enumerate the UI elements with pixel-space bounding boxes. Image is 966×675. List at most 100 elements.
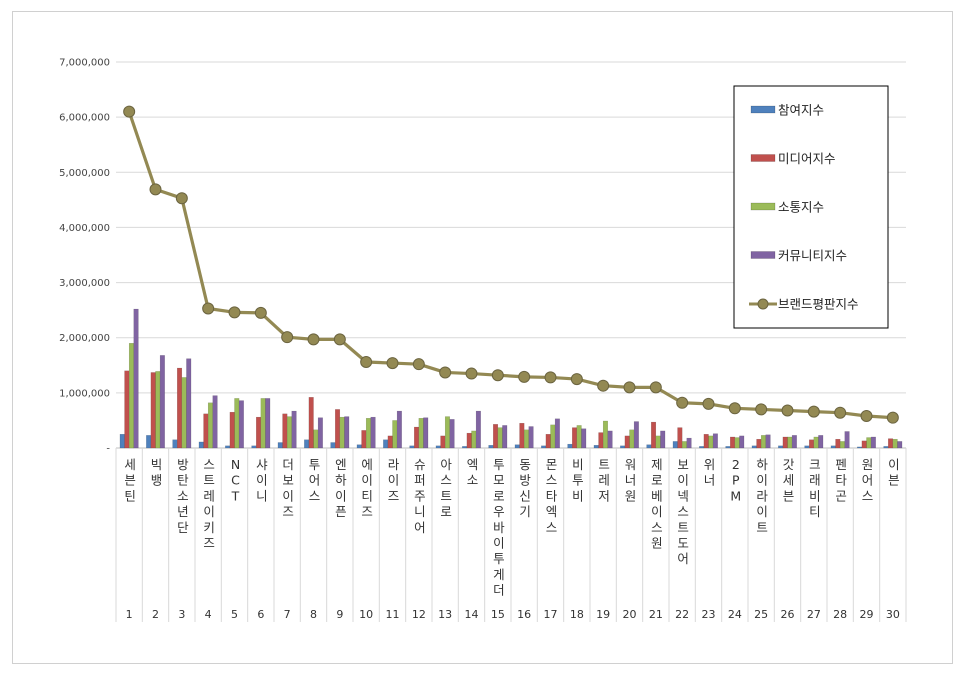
y-tick-label: 5,000,000 [59, 168, 110, 179]
line-point [228, 306, 241, 319]
bar [124, 370, 130, 449]
rank-label: 24 [728, 608, 742, 621]
bar [150, 372, 156, 449]
bar [620, 445, 626, 449]
rank-label: 3 [178, 608, 185, 621]
series-참여지수 [119, 434, 889, 449]
line-point [412, 358, 425, 371]
line-point [386, 357, 399, 370]
bar [809, 439, 815, 449]
bar [172, 439, 178, 449]
bar [392, 420, 398, 449]
line-point [149, 183, 162, 196]
bar [598, 432, 604, 449]
rank-label: 26 [781, 608, 795, 621]
rank-label: 18 [570, 608, 584, 621]
legend-item: 참여지수 [750, 103, 824, 118]
chart-frame: - 1,000,000 2,000,000 3,000,000 4,000,000 5,0… [12, 11, 953, 664]
line-point [597, 379, 610, 392]
bar [308, 397, 314, 449]
bar [128, 343, 134, 449]
bar [660, 430, 666, 449]
bar [493, 424, 499, 449]
bar [699, 446, 705, 449]
bar [572, 427, 578, 449]
bar [739, 435, 745, 449]
legend-item: 미디어지수 [750, 151, 836, 166]
bar [839, 441, 845, 449]
bar [177, 367, 183, 449]
bar [686, 437, 692, 449]
y-tick-label: 4,000,000 [59, 223, 110, 234]
category-separators [115, 448, 907, 622]
bar [277, 442, 283, 449]
rank-label: 7 [284, 608, 291, 621]
rank-label: 2 [152, 608, 159, 621]
line-point [465, 367, 478, 380]
bar [602, 420, 608, 449]
bar [765, 434, 771, 449]
bar [554, 418, 560, 449]
bar [593, 445, 599, 449]
bar [339, 416, 345, 449]
rank-label: 20 [623, 608, 637, 621]
bar [567, 443, 573, 449]
line-point [202, 302, 215, 315]
bar [581, 428, 587, 449]
rank-label: 25 [754, 608, 768, 621]
bar [730, 436, 736, 449]
bar [198, 441, 204, 449]
bar [234, 398, 240, 449]
line-point [360, 355, 373, 368]
bar [159, 355, 165, 449]
rank-label: 11 [386, 608, 400, 621]
line-point [570, 373, 583, 386]
y-tick-label: 2,000,000 [59, 333, 110, 344]
rank-label: 30 [886, 608, 900, 621]
bar [225, 445, 231, 449]
bar [229, 411, 235, 449]
bar [633, 421, 639, 449]
bar [866, 437, 872, 449]
rank-label: 13 [438, 608, 452, 621]
bar [133, 308, 139, 449]
rank-label: 21 [649, 608, 663, 621]
bar [888, 438, 894, 449]
bar [708, 435, 714, 449]
rank-label: 27 [807, 608, 821, 621]
bar [260, 398, 266, 449]
line-point [544, 371, 557, 384]
bar [897, 441, 903, 449]
rank-label: 8 [310, 608, 317, 621]
bar [475, 410, 481, 449]
series-커뮤니티지수 [133, 308, 903, 449]
bar [370, 416, 376, 449]
rank-label: 9 [336, 608, 343, 621]
y-tick-label: - [106, 444, 110, 455]
bar [251, 445, 257, 449]
bar [883, 446, 889, 449]
bar [541, 445, 547, 449]
rank-label: 4 [205, 608, 212, 621]
bar [813, 436, 819, 449]
bar [681, 441, 687, 449]
line-point [254, 306, 267, 319]
bar [186, 358, 192, 449]
line-point [333, 333, 346, 346]
rank-label: 14 [465, 608, 479, 621]
